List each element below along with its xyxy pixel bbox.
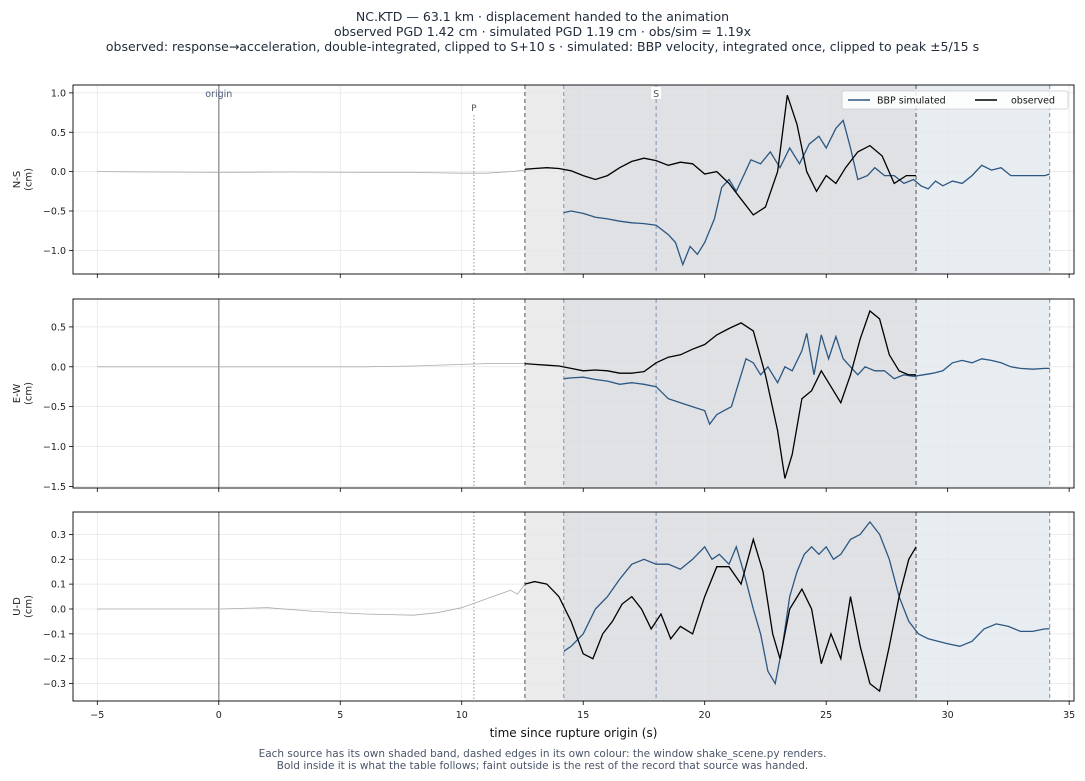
x-axis-label: time since rupture origin (s) (490, 726, 658, 740)
y-tick-label: −0.1 (43, 629, 66, 640)
p-arrival-label: P (471, 104, 477, 114)
axes-frame (72, 511, 1075, 702)
y-tick-label: −1.0 (43, 442, 66, 453)
y-tick-label: 0.0 (51, 604, 66, 615)
footnote-line-1: Each source has its own shaded band, das… (258, 748, 827, 760)
y-axis-label: U-D(cm) (12, 595, 35, 618)
x-tick-label: 35 (1063, 710, 1075, 721)
simulated-window-band (916, 512, 1050, 701)
x-tick-label: −5 (90, 710, 104, 721)
x-tick-label: 20 (699, 710, 711, 721)
observed-window-band (524, 299, 564, 488)
s-arrival-label: S (653, 89, 659, 100)
legend-label-observed: observed (1011, 96, 1055, 107)
axes-frame (72, 298, 1075, 489)
y-axis-label: N-S(cm) (12, 168, 35, 191)
series-line-simulated (563, 119, 1050, 267)
y-tick-label: −0.2 (43, 654, 66, 665)
observed-faint-line (97, 363, 525, 368)
overlap-window-band (563, 299, 917, 488)
legend-label-simulated: BBP simulated (877, 96, 946, 107)
overlap-window-band (563, 512, 917, 701)
panel-2: 0.5 0.0 −0.5 −1.0 −1.5 E-W(cm) (12, 298, 1075, 493)
chart-title-line-1: NC.KTD — 63.1 km · displacement handed t… (355, 9, 730, 24)
panel-plot-area (73, 512, 1074, 701)
x-tick-label: 15 (577, 710, 589, 721)
y-tick-label: 1.0 (51, 88, 66, 99)
origin-label: origin (205, 89, 232, 100)
panel-plot-area (73, 85, 1074, 274)
x-tick-label: 5 (337, 710, 343, 721)
observed-faint-line (97, 169, 525, 174)
panel-plot-area (73, 299, 1074, 488)
x-tick-label: 0 (216, 710, 222, 721)
y-tick-label: −1.0 (43, 246, 66, 257)
axes-frame (72, 84, 1075, 275)
x-tick-label: 25 (820, 710, 832, 721)
y-tick-label: 0.5 (51, 322, 66, 333)
y-tick-label: −0.5 (43, 402, 66, 413)
observed-window-band (524, 85, 564, 274)
observed-faint-line (97, 583, 526, 616)
legend: BBP simulated observed (841, 90, 1069, 110)
simulated-window-band (916, 299, 1050, 488)
observed-window-band (524, 512, 564, 701)
legend-box (841, 90, 1069, 110)
chart-title-line-3: observed: response→acceleration, double-… (105, 39, 980, 54)
series-line-simulated (563, 333, 1050, 426)
series-line-observed (524, 94, 917, 216)
series-line-observed (524, 537, 917, 693)
x-tick-label: 10 (456, 710, 468, 721)
x-tick-label: 30 (942, 710, 954, 721)
s-label-box (651, 87, 662, 99)
y-tick-label: −0.3 (43, 679, 66, 690)
chart-title-line-2: observed PGD 1.42 cm · simulated PGD 1.1… (334, 24, 751, 39)
y-tick-label: 0.3 (51, 530, 66, 541)
y-tick-label: −0.5 (43, 207, 66, 218)
overlap-window-band (563, 85, 917, 274)
series-line-observed (524, 309, 917, 479)
y-tick-label: 0.1 (51, 580, 66, 591)
simulated-window-band (916, 85, 1050, 274)
footnote-line-2: Bold inside it is what the table follows… (276, 760, 809, 772)
y-tick-label: 0.0 (51, 362, 66, 373)
y-axis-label: E-W(cm) (12, 382, 35, 405)
y-tick-label: 0.2 (51, 555, 66, 566)
panel-1: origin P S 1.0 0.5 0.0 −0.5 −1.0 N-S(cm) (12, 84, 1075, 278)
y-tick-label: 0.5 (51, 128, 66, 139)
y-tick-label: −1.5 (43, 482, 66, 493)
y-tick-label: 0.0 (51, 167, 66, 178)
series-line-simulated (563, 520, 1050, 686)
panel-3: 0.3 0.2 0.1 0.0 −0.1 −0.2 −0.3 −5 0 5 10 15 20 25 30 35… (12, 511, 1075, 721)
